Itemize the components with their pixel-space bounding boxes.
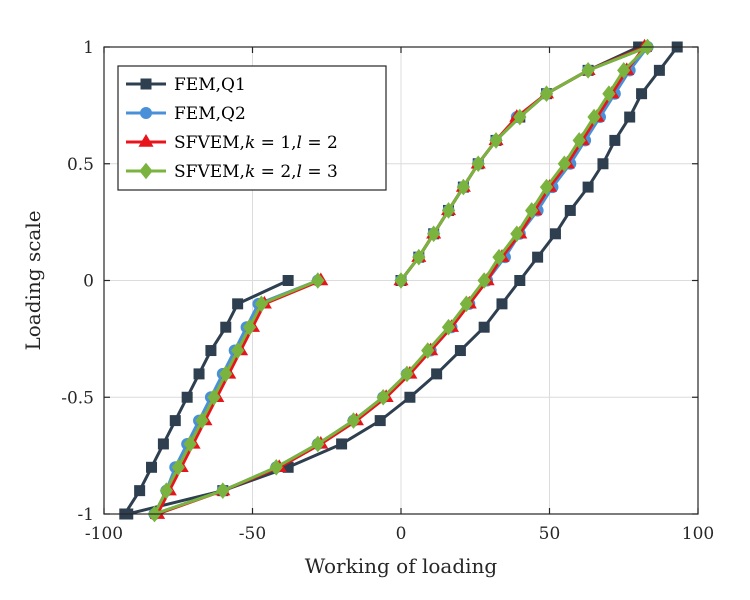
series-1-point-2-14 (564, 204, 576, 216)
legend-label-4: SFVEM,k = 2,l = 3 (174, 162, 338, 182)
series-1-point-2-11 (514, 275, 526, 286)
x-axis-label: Working of loading (305, 554, 498, 578)
series-4-point-2-6 (376, 388, 390, 406)
series-1-point-2-15 (582, 181, 594, 193)
series-1-point-2-19 (636, 88, 648, 100)
legend-label-1: FEM,Q1 (174, 75, 246, 95)
y-tick-label-2: 0 (83, 272, 94, 292)
series-4-point-2-13 (510, 225, 524, 243)
y-tick-label-0: -1 (77, 505, 94, 525)
series-4-point-1-7 (219, 365, 233, 383)
series-1-point-1-2 (134, 485, 146, 497)
series-4-point-3-4 (441, 202, 456, 219)
series-4-point-1-5 (195, 412, 209, 429)
series-4-point-2-9 (441, 318, 456, 336)
series-4-point-3-9 (539, 85, 554, 103)
series-1-point-2-12 (532, 251, 544, 263)
series-1-point-1-4 (157, 438, 169, 450)
series-1-point-1-5 (169, 415, 181, 427)
series-1-point-2-17 (609, 134, 621, 146)
series-1-point-2-9 (478, 321, 490, 333)
series-1-point-2-8 (454, 345, 466, 357)
series-4-point-1-6 (207, 388, 221, 406)
series-1-point-1-6 (181, 391, 193, 403)
y-tick-label-1: -0.5 (61, 388, 94, 408)
series-1-point-1-7 (193, 368, 205, 380)
series-1-point-2-4 (336, 438, 348, 450)
x-tick-label-0: -100 (85, 524, 123, 544)
series-4-point-2-4 (311, 435, 325, 453)
series-4-point-1-10 (254, 295, 269, 313)
y-axis-label: Loading scale (21, 210, 45, 350)
series-4-point-2-8 (421, 342, 435, 359)
series-4-point-3-5 (456, 178, 471, 196)
series-4-point-1-9 (242, 318, 257, 336)
y-tick-label-4: 1 (83, 38, 94, 58)
series-4-point-1-2 (159, 482, 174, 499)
series-1-point-2-5 (374, 415, 386, 427)
series-1-point-2-20 (653, 64, 665, 76)
series-4-point-3-2 (412, 248, 426, 266)
axis-ticks: -100 -50 0 50 100 -1 -0.5 0 0.5 1 (61, 38, 714, 544)
series-4-point-3-3 (427, 225, 441, 243)
series-1-point-2-18 (624, 111, 636, 123)
series-4-point-2-14 (525, 202, 539, 219)
series-4-point-2-10 (459, 295, 473, 313)
x-tick-label-3: 50 (539, 524, 561, 544)
x-tick-label-1: -50 (239, 524, 266, 544)
series-4-point-1-11 (311, 272, 325, 289)
series-4-point-3-7 (489, 132, 503, 149)
legend-marker-1 (140, 78, 152, 90)
x-tick-label-2: 0 (396, 524, 407, 544)
legend-marker-2 (140, 107, 152, 119)
series-1-point-2-13 (549, 228, 561, 240)
series-1-point-1-10 (232, 298, 244, 310)
series-4-point-2-7 (400, 365, 414, 383)
series-4-point-2-16 (557, 155, 571, 173)
series-4-point-1-4 (183, 435, 197, 453)
series-1-point-1-3 (146, 461, 158, 473)
series-1-point-2-7 (431, 368, 443, 380)
series-4-point-3-10 (581, 62, 595, 79)
series-1-point-1-8 (205, 345, 217, 357)
legend-marker-4 (139, 162, 153, 180)
series-4-point-2-5 (346, 412, 361, 429)
legend-box (117, 65, 387, 191)
legend-entry-3: SFVEM,k = 1,l = 2 (126, 133, 338, 153)
series-4-point-2-17 (572, 132, 586, 149)
series-1-point-2-10 (496, 298, 508, 310)
series-4-point-2-12 (492, 248, 506, 266)
x-tick-label-4: 100 (682, 524, 714, 544)
series-1-point-1-9 (220, 321, 232, 333)
series-4-point-3-6 (471, 155, 485, 173)
legend-entry-4: SFVEM,k = 2,l = 3 (126, 162, 338, 182)
legend-label-3: SFVEM,k = 1,l = 2 (174, 133, 338, 153)
series-4-point-1-3 (171, 458, 185, 476)
series-4-point-2-18 (587, 108, 601, 126)
series-4-point-2-2 (216, 482, 230, 499)
legend: FEM,Q1 FEM,Q2 SFVEM,k = 1,l = 2 SFVEM,k = 2… (117, 65, 387, 191)
series-4-point-2-3 (269, 458, 283, 476)
series-4-point-1-8 (231, 342, 245, 359)
legend-entry-2: FEM,Q2 (126, 104, 246, 124)
series-4-point-3-8 (513, 108, 527, 126)
series-4 (147, 38, 655, 523)
series-4-point-3-1 (394, 272, 408, 289)
series-4-point-2-20 (617, 62, 631, 79)
y-tick-label-3: 0.5 (67, 155, 94, 175)
legend-entry-1: FEM,Q1 (126, 75, 246, 95)
legend-marker-3 (138, 134, 154, 147)
series-4-point-2-11 (477, 272, 491, 289)
series-layer (119, 38, 683, 523)
legend-label-2: FEM,Q2 (174, 104, 246, 124)
series-1-point-1-11 (282, 275, 294, 286)
series-4-point-2-15 (539, 178, 554, 196)
series-1-point-2-16 (597, 158, 609, 170)
series-1-point-2-6 (404, 391, 416, 403)
series-4-point-2-19 (602, 85, 616, 103)
